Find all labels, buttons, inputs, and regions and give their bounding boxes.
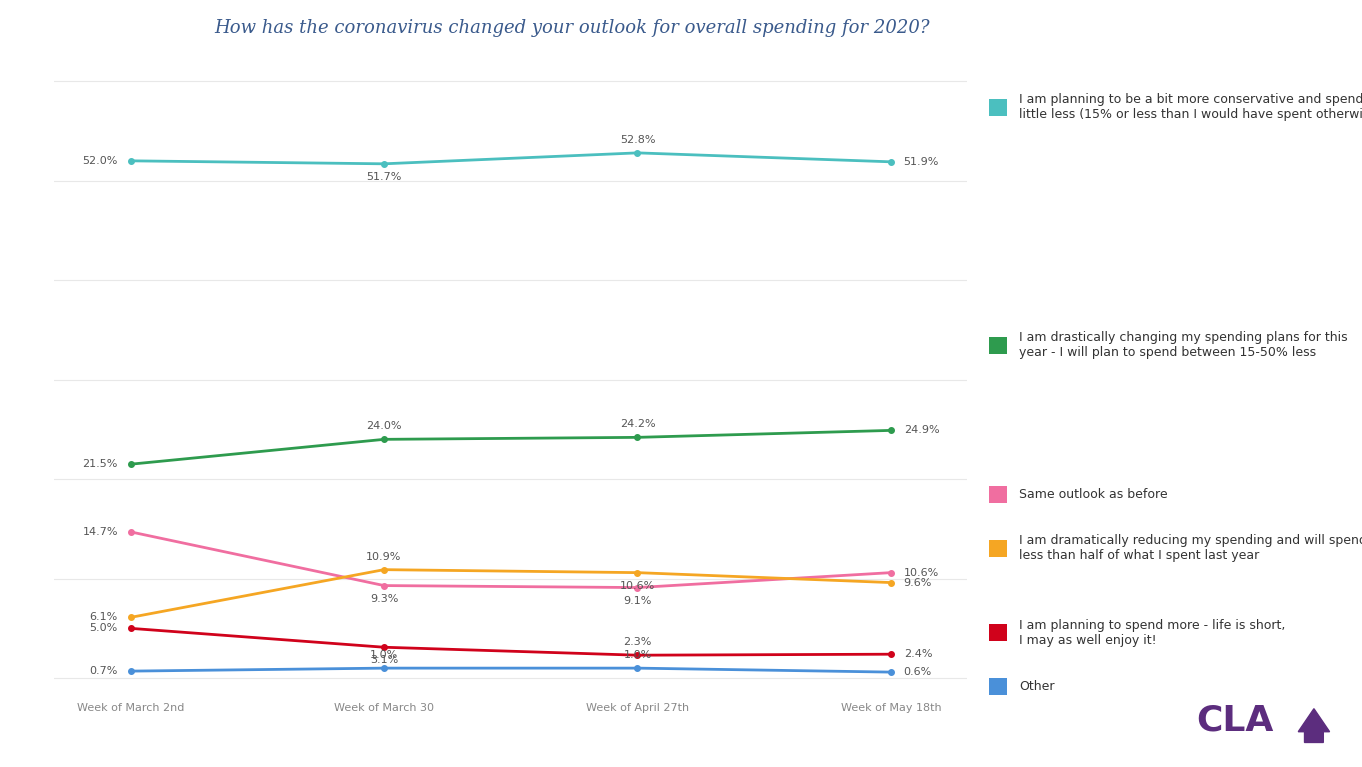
Text: 10.6%: 10.6% xyxy=(903,568,938,578)
Text: 24.0%: 24.0% xyxy=(366,421,402,431)
Text: 21.5%: 21.5% xyxy=(83,459,118,469)
Text: 9.1%: 9.1% xyxy=(624,595,651,605)
Text: 5.0%: 5.0% xyxy=(90,624,118,634)
Text: 52.8%: 52.8% xyxy=(620,135,655,145)
FancyArrow shape xyxy=(1298,709,1329,742)
Text: 3.1%: 3.1% xyxy=(370,655,398,665)
Text: 24.9%: 24.9% xyxy=(903,426,940,436)
Text: I am planning to spend more - life is short,
I may as well enjoy it!: I am planning to spend more - life is sh… xyxy=(1019,619,1286,647)
Text: 9.6%: 9.6% xyxy=(903,578,932,588)
Text: CLA: CLA xyxy=(1196,704,1273,738)
Text: 51.9%: 51.9% xyxy=(903,156,938,167)
Text: 1.0%: 1.0% xyxy=(624,650,651,660)
Text: 0.7%: 0.7% xyxy=(90,666,118,676)
Text: 2.3%: 2.3% xyxy=(624,637,651,647)
Text: 0.6%: 0.6% xyxy=(903,667,932,677)
Text: 52.0%: 52.0% xyxy=(83,156,118,166)
Text: 14.7%: 14.7% xyxy=(82,527,118,537)
Text: 9.3%: 9.3% xyxy=(370,594,398,604)
Text: How has the coronavirus changed your outlook for overall spending for 2020?: How has the coronavirus changed your out… xyxy=(214,19,930,37)
Text: I am dramatically reducing my spending and will spend
less than half of what I s: I am dramatically reducing my spending a… xyxy=(1019,535,1362,562)
Text: Other: Other xyxy=(1019,680,1054,693)
Text: 10.6%: 10.6% xyxy=(620,581,655,591)
Text: Same outlook as before: Same outlook as before xyxy=(1019,489,1167,501)
Text: 51.7%: 51.7% xyxy=(366,172,402,182)
Text: I am drastically changing my spending plans for this
year - I will plan to spend: I am drastically changing my spending pl… xyxy=(1019,331,1347,359)
Text: 6.1%: 6.1% xyxy=(90,612,118,622)
Text: 1.0%: 1.0% xyxy=(370,650,398,660)
Text: 24.2%: 24.2% xyxy=(620,420,655,430)
Text: I am planning to be a bit more conservative and spend a
little less (15% or less: I am planning to be a bit more conservat… xyxy=(1019,94,1362,121)
Text: 2.4%: 2.4% xyxy=(903,649,932,659)
Text: 10.9%: 10.9% xyxy=(366,551,402,561)
